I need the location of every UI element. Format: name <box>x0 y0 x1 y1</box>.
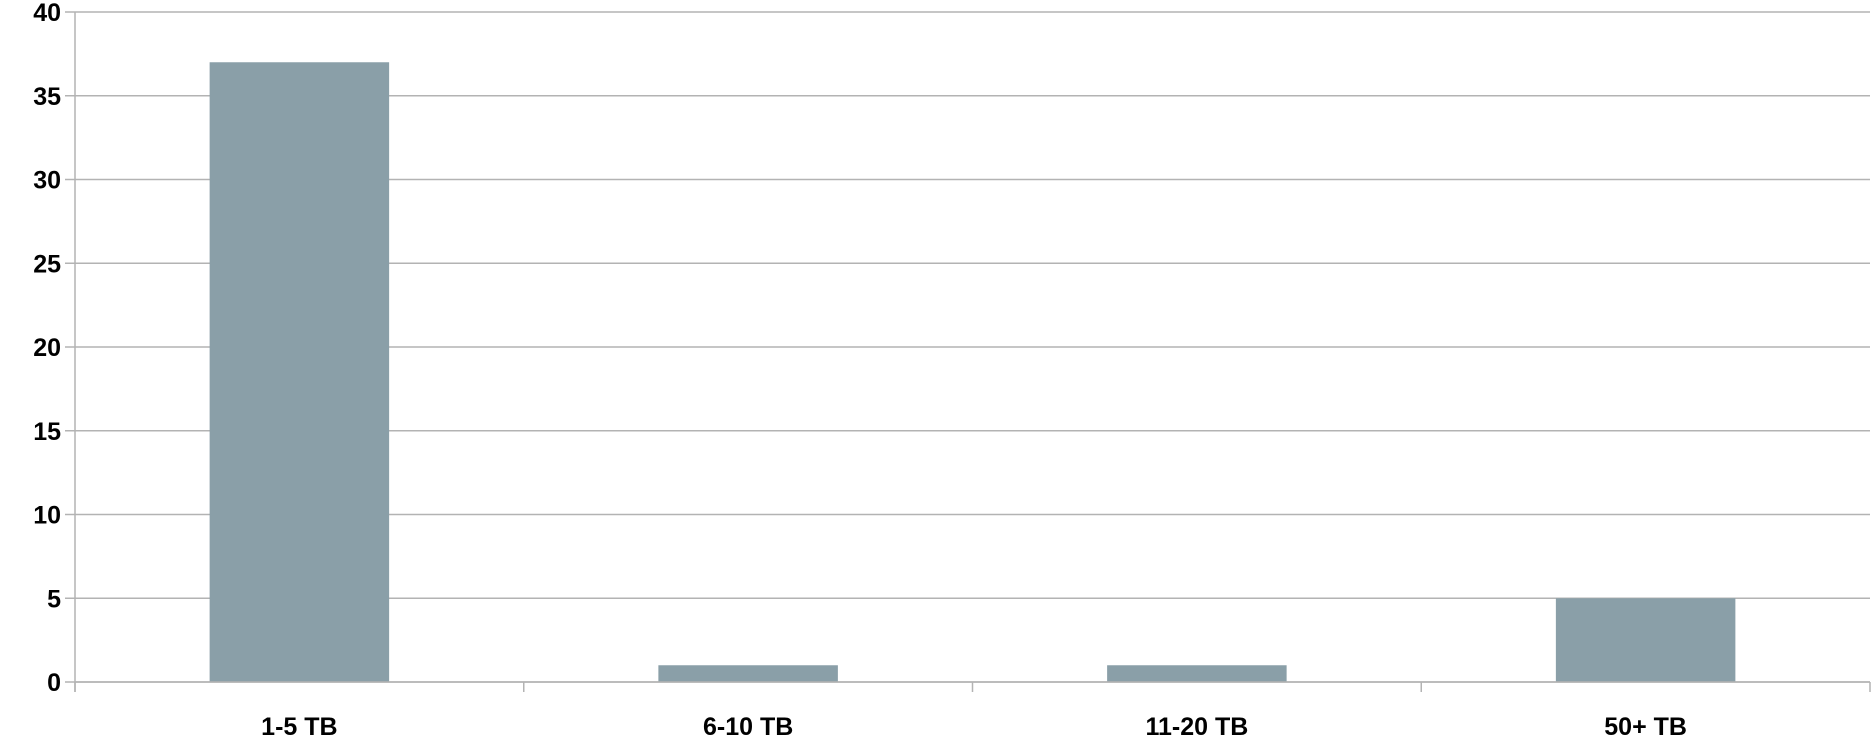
x-category-label: 11-20 TB <box>1145 713 1248 740</box>
y-tick-label: 0 <box>47 669 61 697</box>
bar-6-10-tb <box>658 665 838 682</box>
y-tick-label: 15 <box>33 418 61 446</box>
x-category-label: 1-5 TB <box>261 713 337 740</box>
x-category-label: 50+ TB <box>1604 713 1687 740</box>
y-tick-label: 20 <box>33 334 61 362</box>
y-tick-label: 5 <box>47 585 61 613</box>
x-category-label: 6-10 TB <box>703 713 793 740</box>
bar-1-5-tb <box>209 62 390 682</box>
y-tick-label: 35 <box>33 83 61 111</box>
bars <box>209 62 1736 682</box>
y-tick-labels: 0 5 10 15 20 25 30 35 40 <box>33 0 61 697</box>
y-tick-label: 40 <box>33 0 61 27</box>
x-category-labels: 1-5 TB 6-10 TB 11-20 TB 50+ TB <box>261 713 1687 740</box>
y-tick-label: 30 <box>33 167 61 195</box>
bar-50-tb <box>1555 598 1736 682</box>
y-tick-label: 10 <box>33 502 61 530</box>
axes <box>74 12 1871 692</box>
y-tick-label: 25 <box>33 250 61 278</box>
bar-11-20-tb <box>1107 665 1287 682</box>
